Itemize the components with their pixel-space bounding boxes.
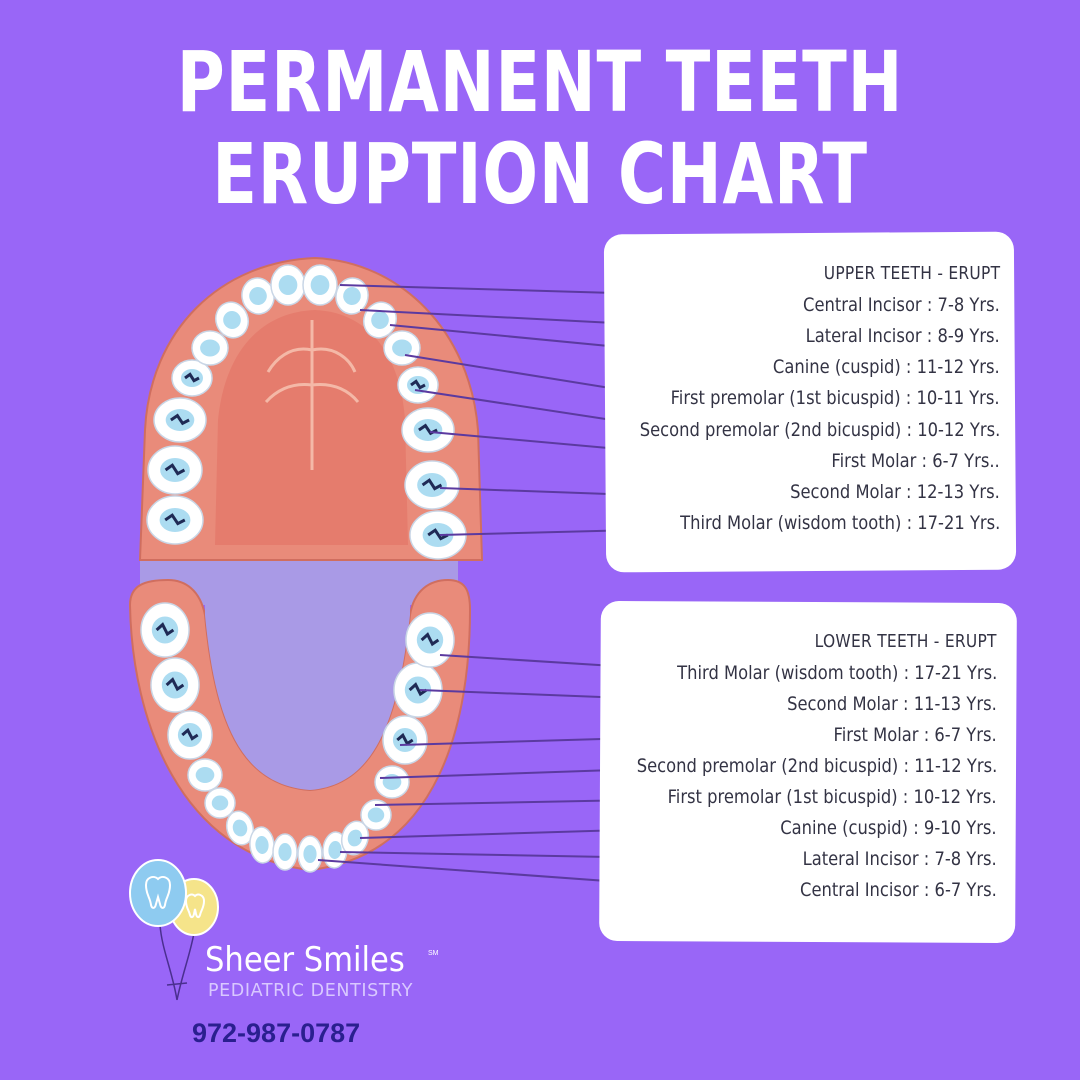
lower-tooth — [272, 833, 298, 871]
lower-tooth — [225, 810, 255, 846]
upper-tooth — [215, 301, 249, 339]
lower-item: Third Molar (wisdom tooth) : 17-21 Yrs. — [676, 662, 997, 684]
lower-teeth — [140, 602, 455, 873]
upper-tooth — [191, 330, 229, 366]
tooth-balloons-icon — [129, 859, 219, 1001]
upper-teeth-heading: UPPER TEETH - ERUPT — [823, 263, 1000, 284]
upper-tooth — [302, 264, 338, 306]
lower-item: First Molar : 6-7 Yrs. — [833, 724, 997, 746]
leader-line — [414, 389, 613, 421]
upper-teeth — [146, 264, 467, 560]
brand-name: Sheer Smiles — [205, 940, 405, 980]
upper-tooth — [171, 359, 213, 397]
title-line-2: ERUPTION CHART — [212, 125, 868, 223]
leader-line — [374, 799, 638, 806]
leader-line — [379, 769, 615, 779]
upper-tooth — [409, 510, 467, 560]
page-title: PERMANENT TEETH ERUPTION CHART — [119, 36, 961, 220]
upper-tooth — [146, 495, 204, 545]
palate-ridges — [264, 320, 360, 470]
lower-tooth — [297, 835, 323, 873]
lower-jaw — [128, 578, 472, 873]
lower-tooth — [382, 715, 428, 765]
upper-item: First Molar : 6-7 Yrs.. — [831, 450, 1000, 472]
upper-tooth — [147, 445, 203, 495]
lower-item: Second premolar (2nd bicuspid) : 11-12 Y… — [636, 755, 997, 777]
upper-tooth — [397, 366, 439, 404]
upper-item: First premolar (1st bicuspid) : 10-11 Yr… — [670, 387, 1000, 409]
lower-tooth — [167, 710, 213, 760]
title-line-1: PERMANENT TEETH — [176, 33, 904, 131]
upper-tooth — [383, 330, 421, 366]
upper-tooth — [153, 397, 207, 443]
upper-tooth — [241, 277, 275, 315]
lower-teeth-heading: LOWER TEETH - ERUPT — [814, 631, 997, 652]
lower-tooth — [360, 799, 392, 831]
lower-tooth — [249, 826, 275, 864]
lower-item: Lateral Incisor : 7-8 Yrs. — [802, 848, 997, 870]
upper-item: Second Molar : 12-13 Yrs. — [790, 481, 1000, 503]
trademark: SM — [428, 950, 439, 957]
lower-item: Second Molar : 11-13 Yrs. — [787, 693, 997, 715]
leader-line — [439, 529, 637, 536]
upper-tooth — [270, 264, 306, 306]
brand-subtitle: PEDIATRIC DENTISTRY — [208, 981, 414, 1001]
upper-item: Central Incisor : 7-8 Yrs. — [803, 294, 1000, 316]
lower-tooth — [150, 657, 200, 713]
upper-tooth — [335, 277, 369, 315]
lower-item: Central Incisor : 6-7 Yrs. — [800, 879, 997, 901]
upper-tooth — [404, 460, 460, 510]
upper-tooth — [401, 407, 455, 453]
lower-item: First premolar (1st bicuspid) : 10-12 Yr… — [667, 786, 997, 808]
lower-tooth — [187, 758, 223, 792]
lower-tooth — [340, 820, 370, 856]
lower-item: Canine (cuspid) : 9-10 Yrs. — [780, 817, 997, 839]
phone-number[interactable]: 972-987-0787 — [192, 1018, 361, 1048]
lower-tooth — [405, 612, 455, 668]
upper-item: Canine (cuspid) : 11-12 Yrs. — [773, 356, 1000, 378]
leader-line — [404, 354, 636, 393]
lower-tooth — [140, 602, 190, 658]
upper-item: Third Molar (wisdom tooth) : 17-21 Yrs. — [679, 512, 1000, 534]
upper-item: Lateral Incisor : 8-9 Yrs. — [805, 325, 1000, 347]
lower-tooth — [204, 787, 236, 819]
upper-jaw — [138, 256, 484, 561]
upper-item: Second premolar (2nd bicuspid) : 10-12 Y… — [639, 419, 1000, 441]
lower-tooth — [374, 765, 410, 799]
tongue-area — [205, 600, 410, 790]
